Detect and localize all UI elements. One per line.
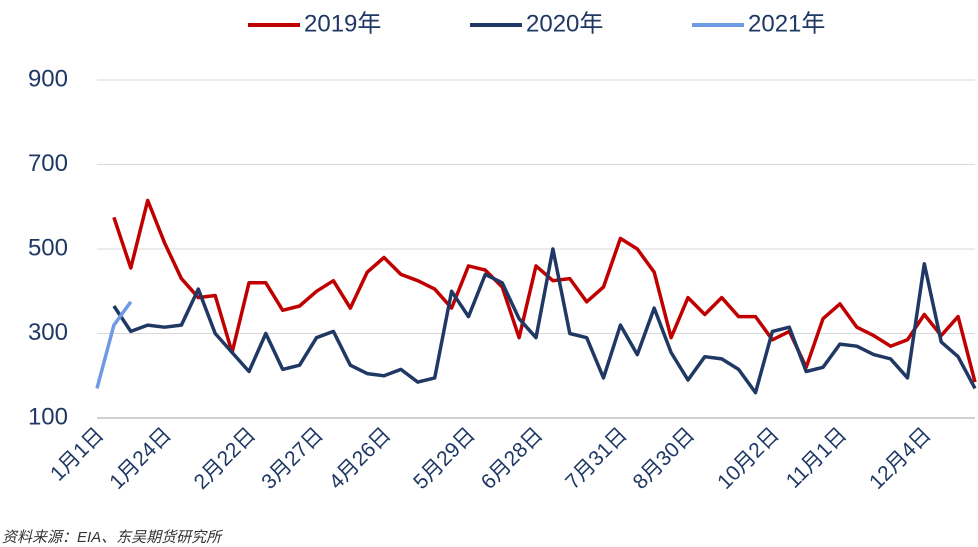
y-tick-label: 100 bbox=[28, 403, 68, 430]
x-tick-label: 1月24日 bbox=[105, 423, 176, 494]
series-line bbox=[112, 198, 977, 383]
series-line bbox=[95, 300, 133, 389]
legend-label: 2019年 bbox=[304, 10, 381, 37]
y-tick-label: 900 bbox=[28, 65, 68, 92]
x-tick-label: 6月28日 bbox=[477, 423, 548, 494]
y-tick-label: 700 bbox=[28, 150, 68, 177]
x-tick-label: 5月29日 bbox=[409, 423, 480, 494]
x-tick-label: 11月1日 bbox=[782, 423, 852, 493]
legend-label: 2020年 bbox=[526, 10, 603, 37]
y-tick-label: 300 bbox=[28, 319, 68, 346]
y-tick-label: 500 bbox=[28, 234, 68, 261]
legend-label: 2021年 bbox=[748, 10, 825, 37]
source-note: 资料来源：EIA、东吴期货研究所 bbox=[2, 529, 223, 546]
x-tick-label: 4月26日 bbox=[325, 423, 396, 494]
x-tick-label: 7月31日 bbox=[561, 423, 632, 494]
x-tick-label: 8月30日 bbox=[629, 423, 700, 494]
series-line bbox=[112, 247, 977, 395]
x-tick-label: 10月2日 bbox=[713, 423, 784, 494]
x-tick-label: 12月4日 bbox=[865, 423, 936, 494]
x-tick-label: 3月27日 bbox=[257, 423, 328, 494]
x-tick-label: 1月1日 bbox=[46, 423, 108, 485]
x-tick-label: 2月22日 bbox=[190, 423, 261, 494]
